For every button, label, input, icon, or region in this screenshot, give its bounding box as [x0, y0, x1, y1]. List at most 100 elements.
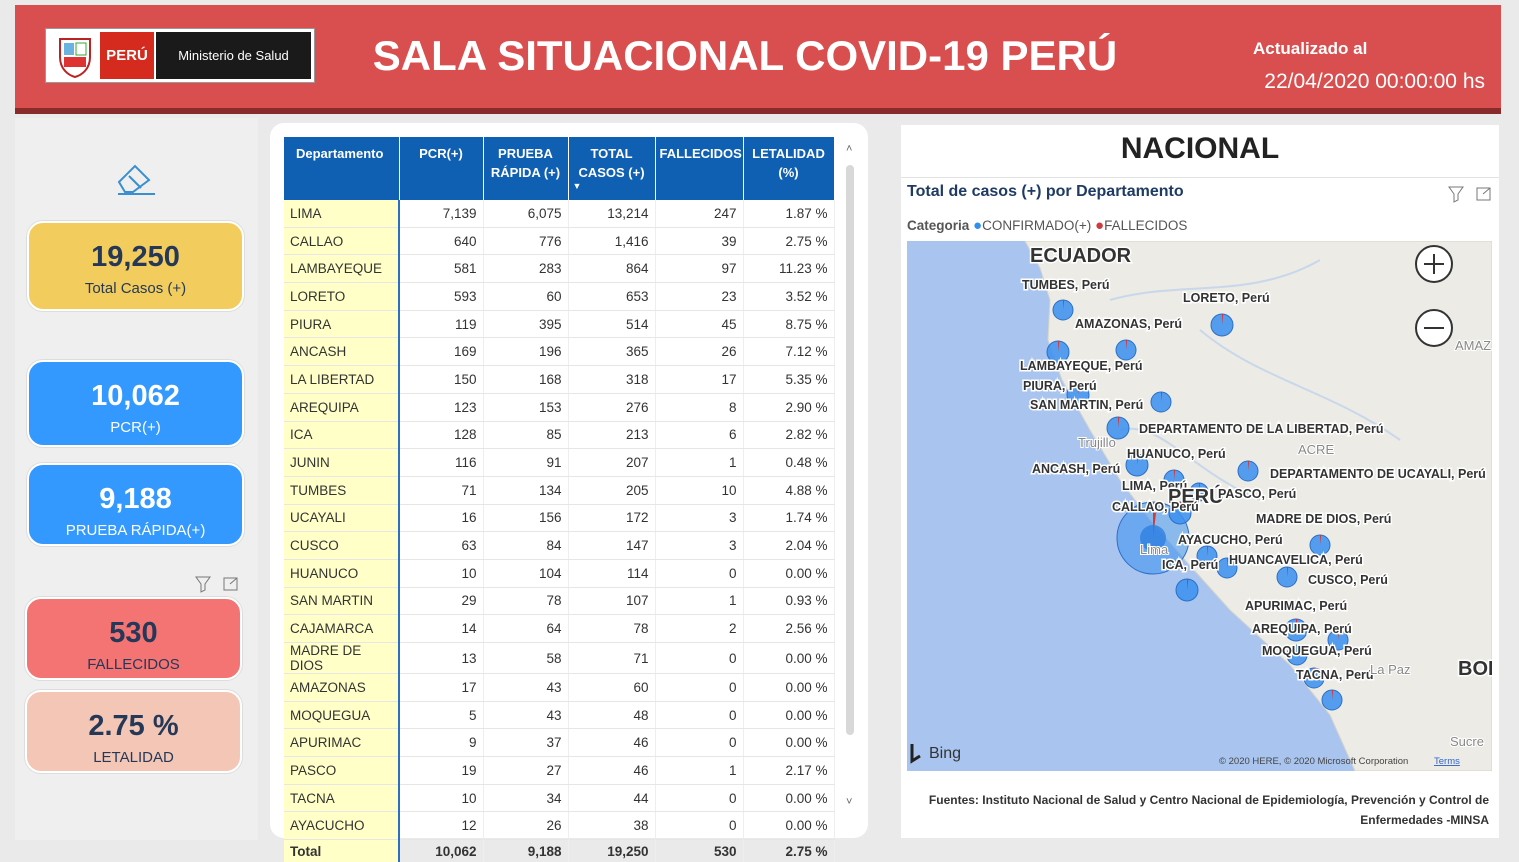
kpi-label: FALLECIDOS [87, 656, 180, 673]
table-cell: 10 [399, 559, 484, 588]
title: SALA SITUACIONAL COVID-19 PERÚ [372, 32, 1118, 79]
eraser-icon[interactable] [115, 158, 159, 196]
table-row: SAN MARTIN 29 78 107 1 0.93 % [284, 587, 835, 616]
scroll-up[interactable]: ˄ [846, 143, 853, 155]
legend-item[interactable]: FALLECIDOS [1104, 218, 1188, 233]
table-cell: 205 [568, 476, 656, 505]
scroll-down[interactable]: ˅ [846, 796, 853, 808]
kpi-value: 19,250 [91, 241, 180, 273]
table-cell: 365 [568, 337, 656, 367]
sort-arrow: ▼ [572, 181, 582, 191]
column-header-text: PRUEBA RÁPIDA (+) [490, 146, 561, 180]
table-cell: 34 [483, 784, 569, 813]
table-cell: MOQUEGUA [284, 701, 400, 730]
map-bubble-slice [1078, 384, 1080, 395]
map-bubble-slice [1320, 535, 1322, 545]
table-cell: 776 [483, 227, 569, 256]
table-cell: 10 [399, 784, 484, 813]
data-table: Departamento PCR(+) PRUEBA RÁPIDA (+) TOTAL… [284, 137, 835, 862]
table-cell: 5.35 % [743, 365, 835, 394]
table-cell: 84 [483, 531, 569, 560]
table-cell: 13,214 [568, 200, 656, 228]
table-row: TUMBES 71 134 205 10 4.88 % [284, 476, 835, 505]
table-cell: 0.00 % [743, 673, 835, 702]
table-cell: 26 [483, 811, 569, 841]
scrollbar[interactable] [846, 165, 854, 735]
total-cell: 19,250 [568, 839, 656, 862]
table-cell: LA LIBERTAD [284, 365, 400, 394]
map-bubble-slice [1296, 619, 1298, 630]
table-cell: 1,416 [568, 227, 656, 256]
map-label: LAMBAYEQUE, Perú [1020, 359, 1142, 373]
table-cell: 43 [483, 673, 569, 702]
column-header[interactable]: LETALIDAD (%) [743, 137, 835, 200]
table-cell: 283 [483, 254, 569, 284]
table-cell: 0 [655, 701, 744, 730]
map-title: Total de casos (+) por Departamento [907, 183, 1184, 200]
page: Sala Situacional COVID-19 {"header":{"lo… [15, 5, 1501, 862]
visual-toolbar[interactable] [193, 574, 243, 594]
table-cell: 10 [655, 476, 744, 505]
table-cell: ANCASH [284, 337, 400, 367]
table-cell: HUANUCO [284, 559, 400, 588]
table-cell: 1 [655, 587, 744, 616]
map-bubble [1140, 525, 1166, 551]
kpi-value: 2.75 % [88, 710, 179, 742]
total-cell: Total [284, 839, 400, 862]
column-header[interactable]: FALLECIDOS [655, 137, 744, 200]
map-bubble-slice [1297, 645, 1299, 655]
table-cell: 156 [483, 504, 569, 533]
table-cell: 26 [655, 337, 744, 367]
table-cell: 0.93 % [743, 587, 835, 616]
map-bubble-slice [1180, 502, 1182, 513]
table-cell: 17 [399, 673, 484, 702]
total-cell: 10,062 [399, 839, 484, 862]
column-header-text: LETALIDAD (%) [752, 146, 825, 180]
terms-link[interactable]: Terms [1434, 756, 1460, 767]
map-bubble-slice [1314, 668, 1316, 678]
column-header[interactable]: Departamento [284, 137, 400, 200]
map-label: HUANCAVELICA, Perú [1229, 553, 1363, 567]
total-row: Total 10,062 9,188 19,250 530 2.75 % [284, 839, 835, 862]
table-cell: 48 [568, 701, 656, 730]
table-row: PIURA 119 395 514 45 8.75 % [284, 310, 835, 339]
map-heading: NACIONAL [1120, 132, 1280, 165]
copyright: © 2020 HERE, © 2020 Microsoft Corporatio… [1219, 756, 1408, 767]
legend-dot: ● [1095, 217, 1105, 234]
escudo [59, 38, 91, 79]
map-label: Trujillo [1078, 435, 1116, 450]
map-bubble-slice [1338, 630, 1340, 640]
table-cell: 46 [568, 756, 656, 785]
column-header[interactable]: PCR(+) [399, 137, 484, 200]
table-cell: 640 [399, 227, 484, 256]
map[interactable]: ECUADOR TUMBES, Perú LORETO, PerúAMAZONAS,… [907, 241, 1492, 771]
table-row: LA LIBERTAD 150 168 318 17 5.35 % [284, 365, 835, 394]
total-cell: 9,188 [483, 839, 569, 862]
column-header-text: TOTAL CASOS (+) [578, 146, 645, 180]
map-toolbar[interactable] [1446, 184, 1496, 204]
table-cell: 11.23 % [743, 254, 835, 284]
table-cell: 13 [399, 642, 484, 674]
map-bubble-slice [1063, 300, 1065, 310]
table-cell: 23 [655, 282, 744, 311]
table-cell: 78 [568, 614, 656, 643]
bing-text: Bing [929, 745, 961, 762]
kpi-value: 10,062 [91, 380, 180, 412]
map-label: AREQUIPA, Perú [1252, 622, 1352, 636]
table-cell: CALLAO [284, 227, 400, 256]
column-header[interactable]: TOTAL CASOS (+) ▼ [568, 137, 656, 200]
table-cell: 116 [399, 448, 484, 477]
table-cell: MADRE DE DIOS [284, 642, 400, 674]
table-cell: 864 [568, 254, 656, 284]
table-cell: PASCO [284, 756, 400, 785]
table-cell: 45 [655, 310, 744, 339]
table-row: ICA 128 85 213 6 2.82 % [284, 421, 835, 450]
map-label: ICA, Perú [1162, 558, 1218, 572]
legend-item[interactable]: CONFIRMADO(+) [982, 218, 1092, 233]
column-header-text: Departamento [296, 146, 384, 161]
table-cell: 0.00 % [743, 559, 835, 588]
map-label: PIURA, Perú [1023, 379, 1097, 393]
table-row: ANCASH 169 196 365 26 7.12 % [284, 337, 835, 367]
table-cell: 1.74 % [743, 504, 835, 533]
column-header[interactable]: PRUEBA RÁPIDA (+) [483, 137, 569, 200]
